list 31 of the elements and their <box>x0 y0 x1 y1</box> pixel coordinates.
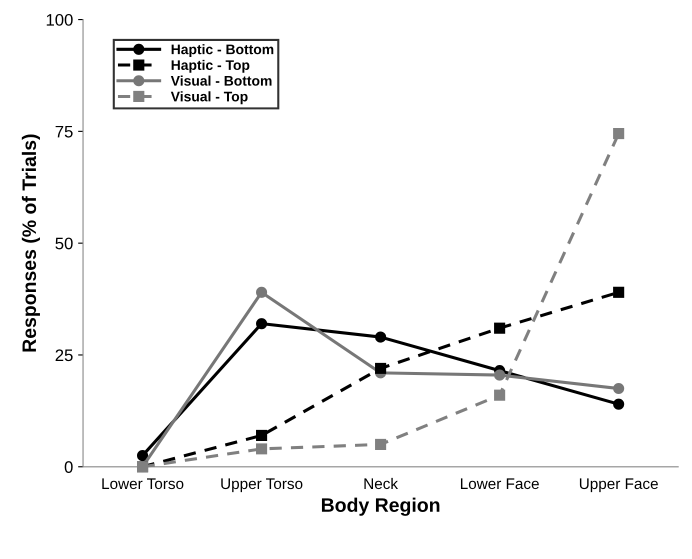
x-tick-label: Lower Face <box>460 478 539 490</box>
point <box>613 398 624 410</box>
x-tick-label: Lower Torso <box>102 478 184 490</box>
point <box>256 286 268 298</box>
point <box>256 430 268 442</box>
y-tick-label: 75 <box>56 126 73 138</box>
legend-label: Haptic - Bottom <box>172 44 274 58</box>
point <box>136 450 148 462</box>
point <box>613 382 624 394</box>
y-tick-label: 25 <box>56 349 73 362</box>
point <box>375 332 386 343</box>
legend-label: Visual - Top <box>170 91 248 104</box>
point <box>613 286 624 298</box>
legend-label: Visual - Bottom <box>170 76 272 86</box>
point <box>494 322 506 334</box>
legend-label: Haptic - Top <box>172 60 250 73</box>
point <box>613 128 624 140</box>
x-tick-label: Upper Torso <box>221 478 302 492</box>
point <box>375 362 386 374</box>
point <box>494 390 506 401</box>
x-axis-title: Body Region <box>322 498 440 516</box>
y-tick-label: 50 <box>55 238 73 250</box>
y-tick-label: 100 <box>46 14 73 26</box>
point <box>256 443 268 454</box>
x-tick-label: Neck <box>364 478 398 490</box>
x-tick-label: Upper Face <box>580 478 658 492</box>
y-tick-label: 0 <box>64 461 73 473</box>
point <box>494 370 506 381</box>
point <box>375 438 386 450</box>
y-axis-title: Responses (% of Trials) <box>22 134 40 352</box>
point <box>256 318 268 330</box>
